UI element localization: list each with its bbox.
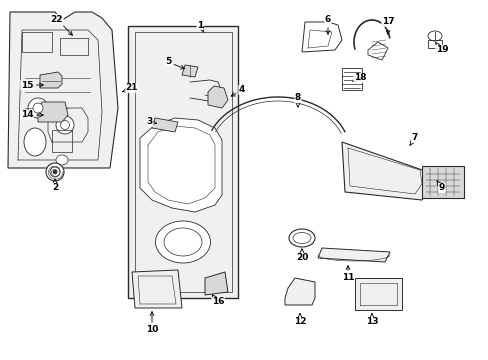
Ellipse shape: [33, 103, 43, 113]
Text: 3: 3: [146, 117, 156, 126]
Text: 6: 6: [324, 15, 330, 34]
Polygon shape: [40, 72, 62, 88]
Text: 21: 21: [122, 84, 138, 93]
Polygon shape: [285, 278, 314, 305]
Text: 19: 19: [435, 42, 447, 54]
Text: 2: 2: [52, 179, 58, 193]
Text: 9: 9: [436, 181, 444, 193]
Bar: [421, 166, 463, 198]
Text: 17: 17: [381, 18, 393, 34]
Polygon shape: [182, 65, 198, 77]
Polygon shape: [152, 118, 178, 132]
Polygon shape: [38, 102, 68, 122]
Polygon shape: [354, 278, 401, 310]
Ellipse shape: [28, 98, 48, 118]
Text: 16: 16: [211, 295, 224, 306]
Text: 1: 1: [197, 21, 203, 32]
Text: 11: 11: [341, 266, 353, 283]
Text: 14: 14: [20, 111, 43, 120]
Text: 15: 15: [20, 81, 43, 90]
Ellipse shape: [46, 163, 64, 181]
Polygon shape: [317, 248, 389, 262]
Polygon shape: [140, 118, 222, 212]
Polygon shape: [132, 270, 182, 308]
Ellipse shape: [155, 221, 210, 263]
Polygon shape: [207, 86, 227, 108]
Text: 10: 10: [145, 312, 158, 334]
Text: 4: 4: [231, 85, 244, 96]
Ellipse shape: [24, 128, 46, 156]
Text: 18: 18: [352, 73, 366, 82]
Polygon shape: [8, 12, 118, 168]
Text: 13: 13: [365, 314, 378, 327]
Text: 22: 22: [51, 14, 72, 35]
Ellipse shape: [56, 155, 68, 165]
Text: 7: 7: [409, 134, 417, 145]
Text: 20: 20: [295, 249, 307, 262]
Ellipse shape: [56, 116, 74, 134]
Ellipse shape: [61, 121, 69, 130]
FancyBboxPatch shape: [128, 26, 238, 298]
Text: 12: 12: [293, 314, 305, 327]
Ellipse shape: [53, 170, 57, 174]
Polygon shape: [341, 142, 429, 200]
Text: 5: 5: [164, 58, 184, 69]
Polygon shape: [204, 272, 227, 295]
Text: 8: 8: [294, 94, 301, 107]
